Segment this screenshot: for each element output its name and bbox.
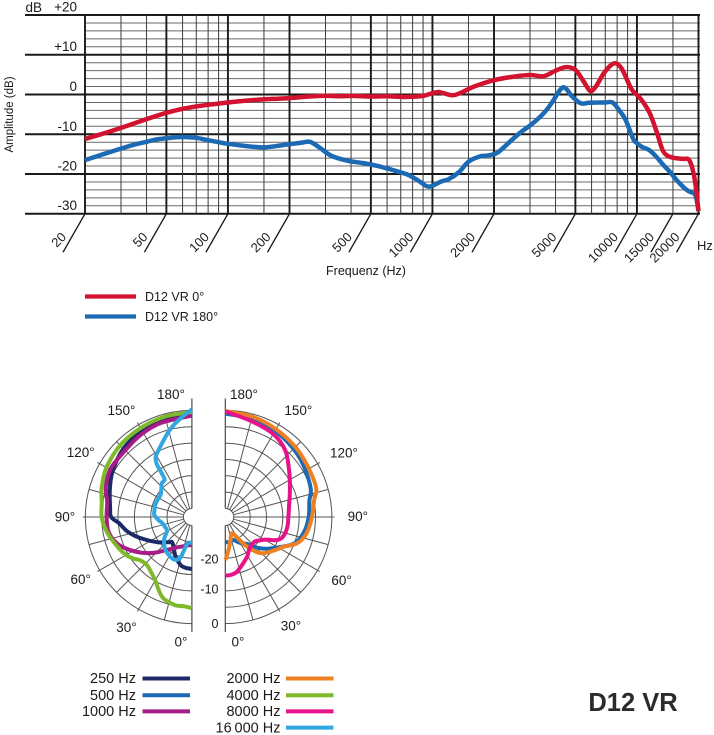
svg-text:200: 200 bbox=[248, 229, 274, 255]
svg-text:+20: +20 bbox=[54, 0, 77, 15]
svg-text:2000 Hz: 2000 Hz bbox=[226, 671, 280, 687]
svg-text:0: 0 bbox=[69, 79, 77, 94]
svg-text:1000: 1000 bbox=[385, 229, 416, 260]
svg-text:-20: -20 bbox=[57, 159, 77, 174]
svg-text:90°: 90° bbox=[55, 509, 75, 524]
svg-text:150°: 150° bbox=[284, 403, 312, 418]
svg-text:0°: 0° bbox=[232, 634, 245, 649]
svg-text:0°: 0° bbox=[175, 634, 188, 649]
svg-text:60°: 60° bbox=[70, 572, 90, 587]
svg-text:4000 Hz: 4000 Hz bbox=[226, 688, 280, 704]
svg-text:8000 Hz: 8000 Hz bbox=[226, 704, 280, 720]
svg-text:+10: +10 bbox=[54, 39, 77, 54]
svg-text:5000: 5000 bbox=[528, 229, 559, 260]
svg-text:dB: dB bbox=[25, 0, 42, 15]
svg-text:60°: 60° bbox=[331, 573, 351, 588]
svg-text:120°: 120° bbox=[330, 446, 358, 461]
svg-text:D12 VR 180°: D12 VR 180° bbox=[145, 310, 218, 324]
svg-text:Amplitude (dB): Amplitude (dB) bbox=[4, 76, 16, 152]
svg-text:500 Hz: 500 Hz bbox=[90, 688, 136, 704]
svg-text:Hz: Hz bbox=[697, 238, 713, 253]
svg-text:180°: 180° bbox=[230, 387, 258, 402]
svg-text:D12 VR 0°: D12 VR 0° bbox=[145, 290, 204, 304]
svg-text:-20: -20 bbox=[200, 552, 218, 566]
svg-text:90°: 90° bbox=[348, 509, 368, 524]
svg-text:120°: 120° bbox=[67, 445, 95, 460]
svg-text:D12 VR: D12 VR bbox=[588, 689, 677, 717]
svg-text:30°: 30° bbox=[281, 618, 301, 633]
svg-text:100: 100 bbox=[186, 229, 212, 255]
svg-text:-10: -10 bbox=[57, 119, 77, 134]
svg-text:Frequenz (Hz): Frequenz (Hz) bbox=[326, 264, 406, 278]
svg-text:1000 Hz: 1000 Hz bbox=[82, 704, 136, 720]
svg-text:-30: -30 bbox=[57, 198, 77, 213]
svg-text:150°: 150° bbox=[108, 403, 136, 418]
svg-text:-10: -10 bbox=[200, 582, 218, 596]
svg-text:30°: 30° bbox=[116, 620, 136, 635]
svg-text:0: 0 bbox=[212, 617, 219, 631]
svg-text:16 000 Hz: 16 000 Hz bbox=[216, 720, 281, 735]
svg-text:2000: 2000 bbox=[447, 229, 478, 260]
svg-text:250 Hz: 250 Hz bbox=[90, 671, 136, 687]
svg-text:10000: 10000 bbox=[585, 229, 621, 265]
svg-text:180°: 180° bbox=[157, 387, 185, 402]
svg-text:500: 500 bbox=[329, 229, 355, 255]
